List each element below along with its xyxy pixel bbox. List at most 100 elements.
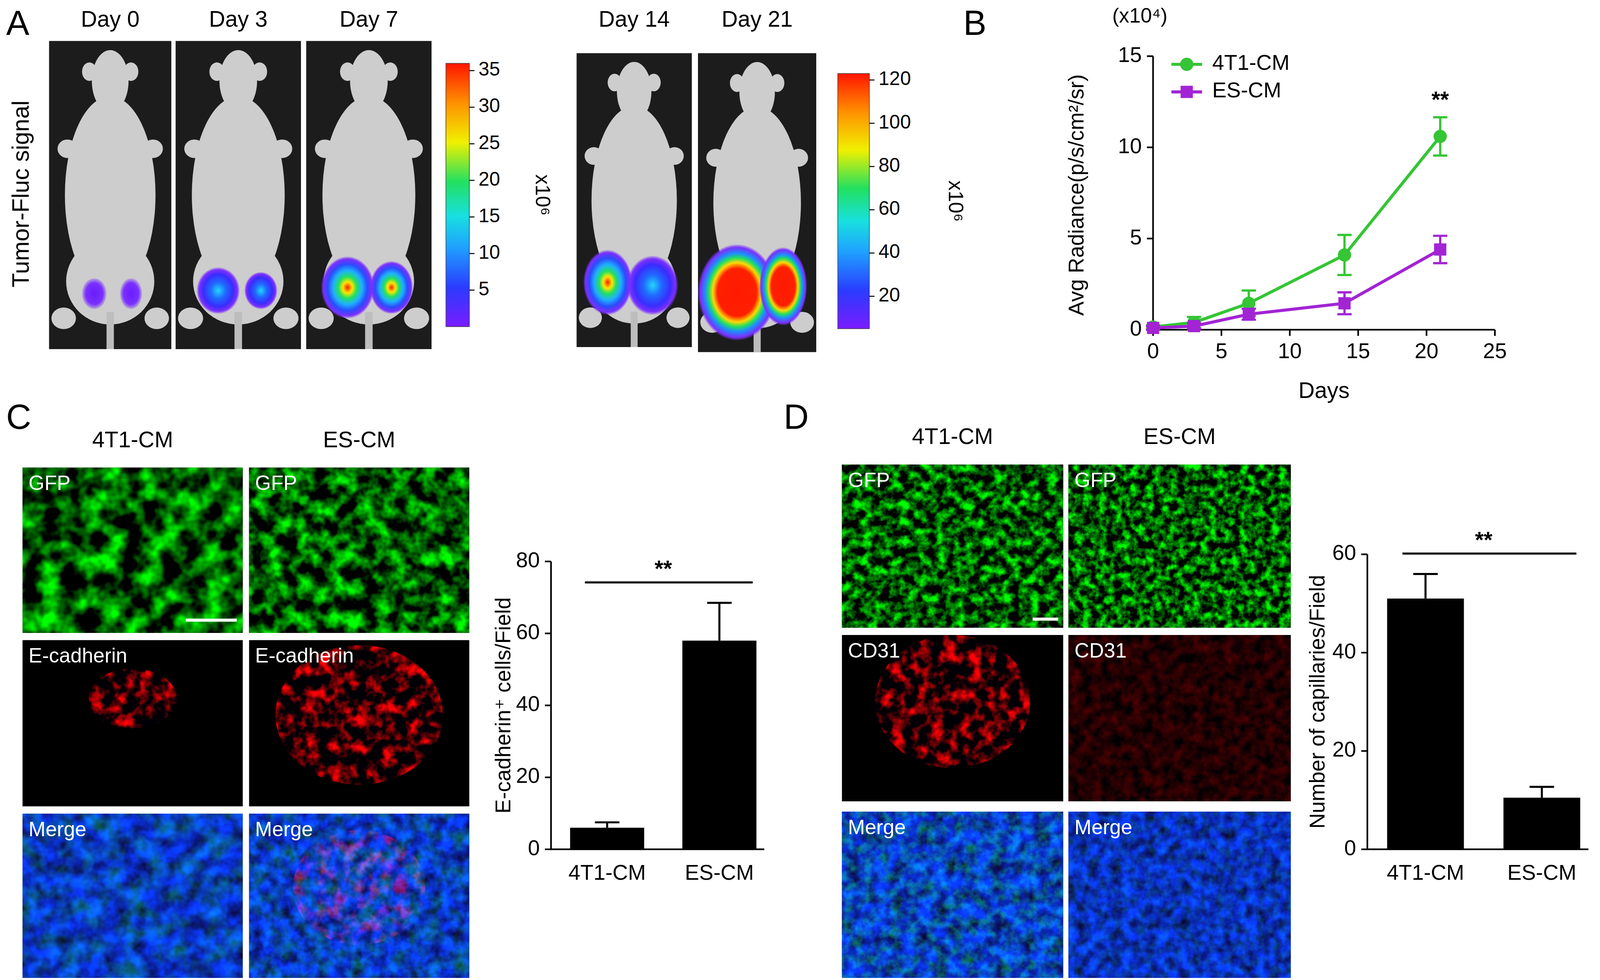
marker bbox=[1242, 307, 1256, 321]
image-background bbox=[841, 634, 1063, 802]
y-tick bbox=[1147, 146, 1154, 149]
colorbar-tick bbox=[869, 295, 875, 297]
colorbar-tick-label: 35 bbox=[478, 57, 501, 80]
panel-label: C bbox=[6, 397, 32, 437]
x-tick bbox=[1494, 329, 1496, 336]
row-label: GFP bbox=[847, 468, 890, 492]
figure: ABCDTumor-Fluc signalDay 0Day 3Day 7Day … bbox=[0, 0, 1600, 980]
marker bbox=[1187, 319, 1201, 333]
colorbar-tick bbox=[869, 122, 875, 124]
background bbox=[0, 0, 1600, 980]
mouse-image bbox=[306, 40, 432, 349]
y-tick bbox=[544, 776, 551, 779]
x-tick bbox=[1220, 329, 1223, 336]
significance: ** bbox=[654, 555, 673, 581]
micrograph bbox=[248, 467, 470, 633]
colorbar-tick bbox=[469, 216, 475, 218]
legend-label: ES-CM bbox=[1212, 78, 1282, 103]
bioluminescence bbox=[82, 277, 107, 309]
image-background bbox=[576, 52, 692, 347]
gfp-overlay bbox=[248, 813, 470, 978]
colorbar bbox=[837, 73, 870, 329]
error-bar-cap bbox=[1337, 273, 1352, 276]
mouse-body bbox=[51, 307, 76, 330]
mouse-body bbox=[402, 139, 423, 159]
bioluminescence bbox=[119, 277, 143, 309]
colorbar bbox=[445, 63, 470, 327]
gfp-signal bbox=[248, 467, 470, 633]
image-background bbox=[175, 40, 301, 349]
mouse-tail bbox=[234, 312, 242, 349]
mouse-tail bbox=[630, 311, 638, 347]
mouse-image bbox=[175, 40, 301, 349]
y-tick-label: 40 bbox=[1332, 638, 1357, 663]
significance-line bbox=[1402, 552, 1577, 555]
y-tick bbox=[1361, 749, 1368, 752]
row-label: GFP bbox=[254, 471, 297, 495]
colorbar-tick-label: 120 bbox=[878, 67, 912, 90]
error-bar-stem bbox=[1424, 573, 1427, 599]
stain-signal bbox=[88, 668, 177, 728]
error-bar bbox=[1432, 235, 1448, 264]
gfp-signal bbox=[841, 464, 1063, 628]
mouse-body bbox=[584, 146, 604, 165]
bioluminescence bbox=[759, 247, 807, 326]
image-background bbox=[841, 464, 1063, 628]
mouse-body bbox=[665, 146, 684, 165]
y-axis bbox=[1152, 56, 1154, 330]
micrograph bbox=[1068, 464, 1291, 628]
bioluminescence bbox=[196, 267, 240, 314]
image-background bbox=[22, 813, 244, 978]
bar bbox=[682, 640, 757, 850]
colorbar-tick-label: 15 bbox=[478, 204, 501, 227]
x-tick-label: 10 bbox=[1277, 338, 1302, 363]
micrograph bbox=[248, 813, 470, 978]
plot-area bbox=[1145, 117, 1448, 334]
micrograph bbox=[1068, 634, 1291, 802]
mouse-body bbox=[184, 139, 205, 159]
scale-bar bbox=[185, 618, 237, 622]
dapi-signal bbox=[841, 811, 1063, 978]
y-tick-label: 20 bbox=[516, 763, 540, 788]
bar bbox=[1387, 598, 1465, 850]
mouse-body bbox=[273, 307, 299, 330]
colorbar-tick bbox=[869, 252, 875, 254]
micrograph bbox=[1068, 811, 1291, 978]
x-tick-label: 5 bbox=[1215, 338, 1228, 363]
mouse-body bbox=[308, 307, 334, 330]
row-label: GFP bbox=[28, 471, 71, 495]
day-label: Day 7 bbox=[339, 6, 399, 32]
image-background bbox=[1068, 811, 1291, 978]
significance-line bbox=[585, 581, 753, 584]
legend-marker bbox=[1180, 85, 1194, 99]
day-label: Day 3 bbox=[208, 6, 268, 32]
row-label: CD31 bbox=[847, 638, 900, 662]
colorbar-tick bbox=[469, 143, 475, 145]
dapi-signal bbox=[1068, 811, 1291, 978]
colorbar-label: x10⁶ bbox=[944, 180, 968, 222]
y-tick-label: 10 bbox=[1117, 133, 1142, 158]
gfp-signal bbox=[1068, 464, 1291, 628]
bioluminescence bbox=[370, 261, 414, 314]
error-bar-cap bbox=[1337, 233, 1352, 236]
column-title: ES-CM bbox=[323, 426, 396, 453]
marker bbox=[1338, 297, 1351, 310]
bar bbox=[570, 827, 645, 850]
image-background bbox=[22, 467, 244, 633]
series-line bbox=[1152, 136, 1440, 327]
marker bbox=[1433, 129, 1447, 143]
colorbar-tick bbox=[469, 70, 475, 72]
mouse-image bbox=[576, 52, 692, 347]
column-title: 4T1-CM bbox=[911, 423, 993, 449]
colorbar-tick-label: 40 bbox=[878, 240, 901, 262]
row-label: E-cadherin bbox=[254, 643, 354, 667]
x-tick-label: 4T1-CM bbox=[568, 860, 646, 884]
x-axis-label: Days bbox=[1298, 377, 1350, 403]
y-tick bbox=[1361, 553, 1368, 556]
dapi-signal bbox=[22, 813, 244, 978]
y-tick-label: 0 bbox=[1344, 835, 1357, 860]
y-tick bbox=[544, 848, 551, 850]
y-tick bbox=[1147, 55, 1154, 58]
plot-area bbox=[570, 602, 757, 850]
x-tick-label: ES-CM bbox=[1507, 860, 1577, 884]
